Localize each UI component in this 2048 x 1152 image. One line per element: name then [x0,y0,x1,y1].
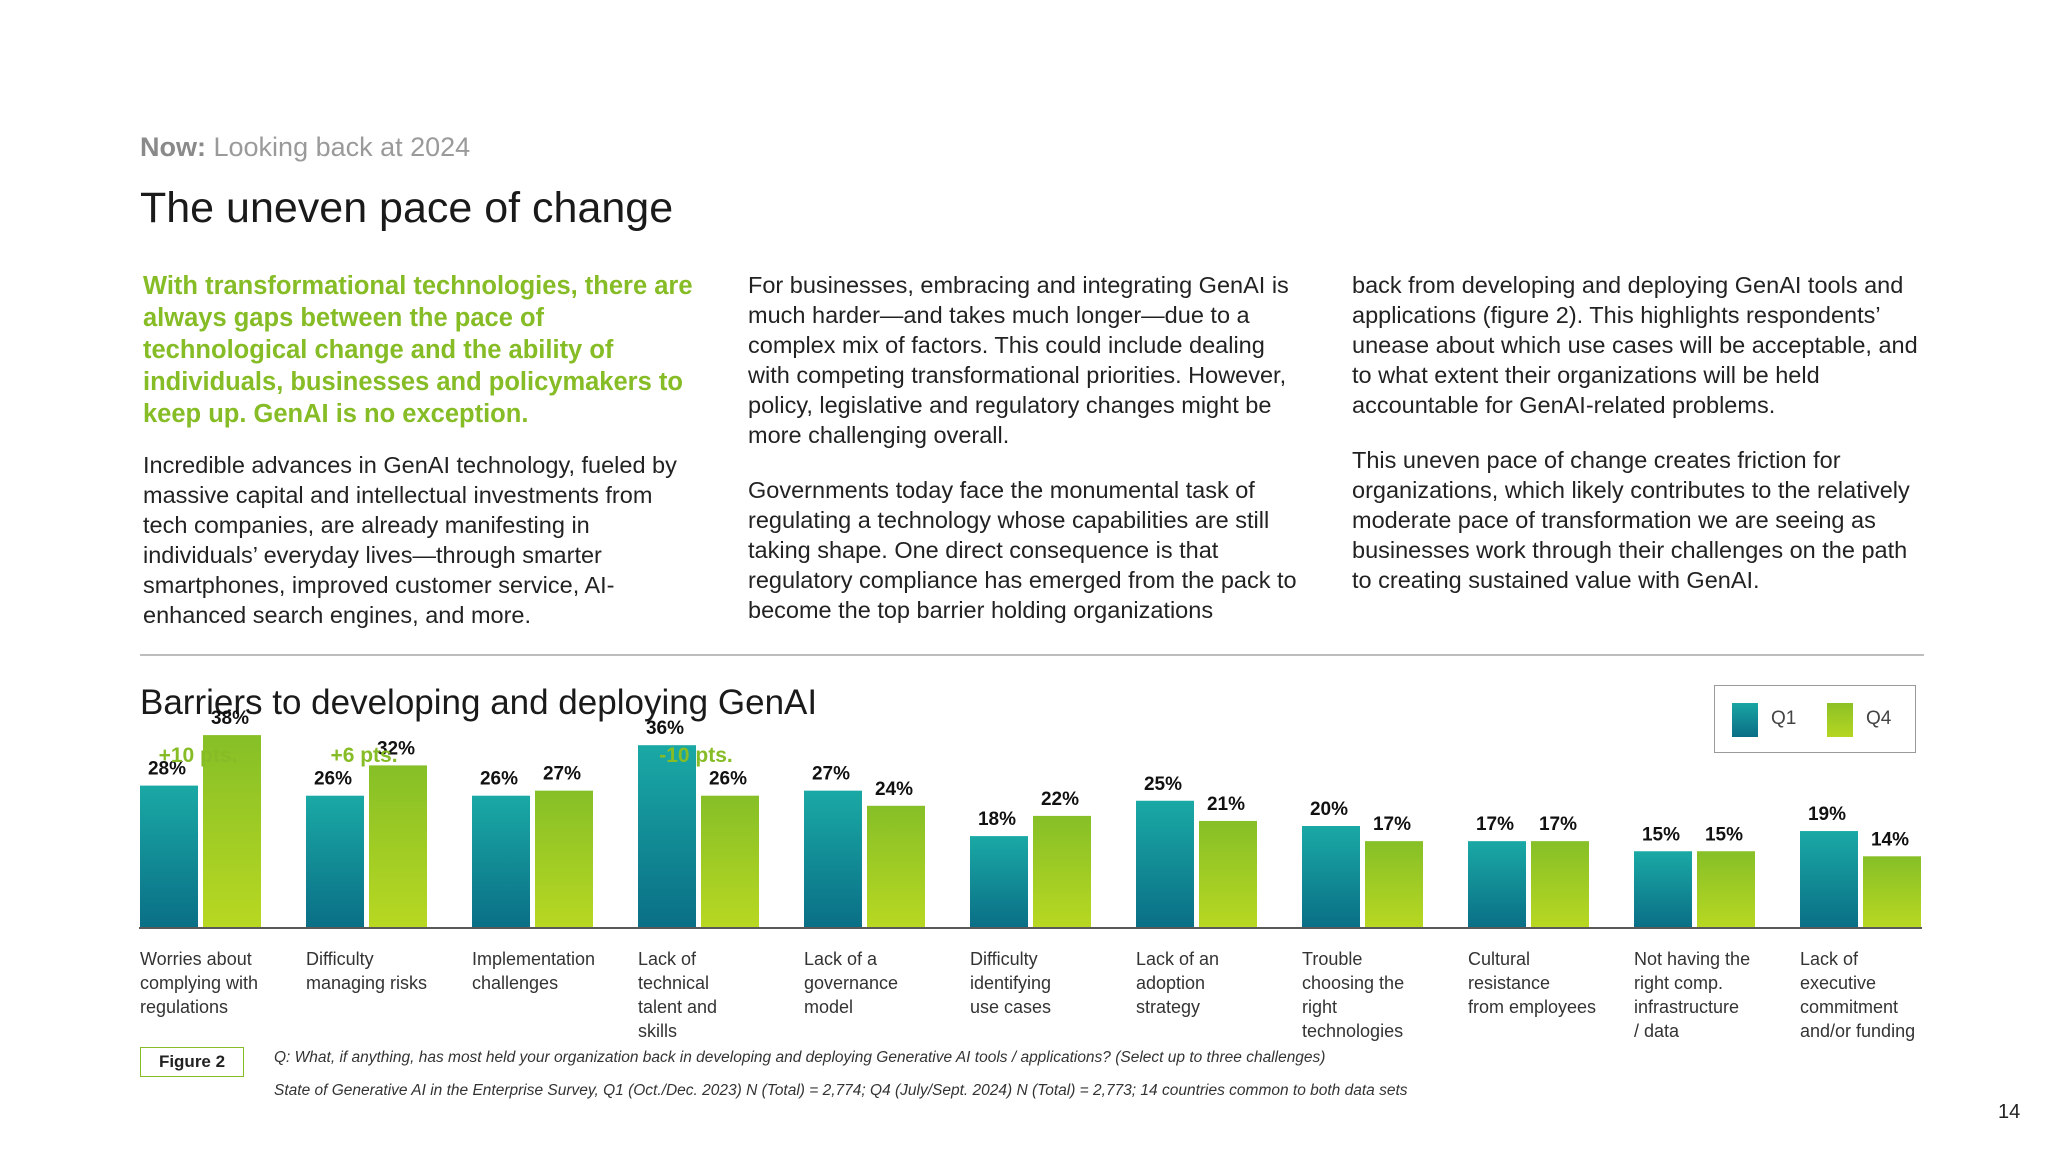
page-title: The uneven pace of change [140,184,674,232]
value-label-q1-7: 20% [1310,799,1348,820]
bar-q4-1 [369,765,427,927]
value-label-q4-3: 26% [709,769,747,790]
kicker-text: Looking back at 2024 [213,132,471,162]
chart-legend: Q1 Q4 [1714,685,1916,753]
change-label-0: +10 pts. [159,744,238,767]
bar-q1-3 [638,745,696,927]
bar-q4-5 [1033,815,1091,927]
category-label-3: Lack of technical talent and skills [638,949,717,1041]
value-label-q1-6: 25% [1144,774,1182,795]
bar-q1-4 [804,790,862,927]
value-label-q4-9: 15% [1705,824,1743,845]
legend-swatch-q4 [1827,703,1853,737]
paragraph-5: This uneven pace of change creates frict… [1352,447,1910,593]
category-label-10: Lack of executive commitment and/or funding [1800,949,1915,1041]
bar-chart: 28% 38% +10 pts. Worries about complying wit… [139,708,1922,1041]
paragraph-2: For businesses, embracing and integratin… [748,272,1289,448]
bar-q4-6 [1199,820,1257,927]
value-label-q1-9: 15% [1642,824,1680,845]
category-label-1: Difficulty managing risks [306,949,427,993]
legend-label-q4: Q4 [1866,708,1892,729]
value-label-q1-8: 17% [1476,814,1514,835]
category-label-6: Lack of an adoption strategy [1136,949,1219,1017]
value-label-q1-0: 28% [148,759,186,780]
category-label-9: Not having the right comp. infrastructure /… [1634,949,1750,1041]
bar-q1-1 [306,795,364,927]
bar-q4-10 [1863,856,1921,927]
category-label-7: Trouble choosing the right technologies [1302,949,1404,1041]
bar-q1-10 [1800,831,1858,927]
bar-q1-9 [1634,851,1692,927]
category-label-2: Implementation challenges [472,949,595,993]
value-label-q4-2: 27% [543,764,581,785]
category-label-8: Cultural resistance from employees [1468,949,1596,1017]
value-label-q4-6: 21% [1207,794,1245,815]
value-label-q4-5: 22% [1041,789,1079,810]
chart-title: Barriers to developing and deploying Gen… [140,683,818,722]
figure-label: Figure 2 [140,1047,244,1077]
value-label-q1-3: 36% [646,718,684,739]
value-label-q1-2: 26% [480,769,518,790]
value-label-q4-10: 14% [1871,829,1909,850]
bar-q4-3 [701,795,759,927]
bar-q4-9 [1697,851,1755,927]
survey-question: Q: What, if anything, has most held your… [274,1049,1326,1066]
bar-q4-0 [203,735,261,927]
lead-paragraph: With transformational technologies, ther… [143,272,693,428]
value-label-q4-7: 17% [1373,814,1411,835]
page-number: 14 [1998,1101,2021,1123]
value-label-q4-4: 24% [875,779,913,800]
bar-q1-5 [970,836,1028,927]
bar-q1-6 [1136,800,1194,927]
legend-label-q1: Q1 [1771,708,1797,729]
value-label-q4-1: 32% [377,738,415,759]
category-label-5: Difficulty identifying use cases [970,949,1051,1017]
category-label-0: Worries about complying with regulations [140,949,258,1017]
change-label-3: -10 pts. [659,744,733,767]
bar-q4-4 [867,805,925,927]
text-column-1: With transformational technologies, ther… [143,270,703,655]
bar-q1-0 [140,785,198,927]
value-label-q1-5: 18% [978,809,1016,830]
paragraph-4: back from developing and deploying GenAI… [1352,272,1918,418]
text-column-3: back from developing and deploying GenAI… [1352,270,1922,620]
section-divider [140,654,1924,656]
bar-q4-8 [1531,841,1589,927]
bar-q4-2 [535,790,593,927]
section-kicker: Now: Looking back at 2024 [140,132,470,163]
value-label-q4-0: 38% [211,708,249,729]
paragraph-1: Incredible advances in GenAI technology,… [143,452,677,628]
text-column-2: For businesses, embracing and integratin… [748,270,1308,650]
value-label-q1-1: 26% [314,769,352,790]
value-label-q1-4: 27% [812,764,850,785]
bar-q4-7 [1365,841,1423,927]
value-label-q1-10: 19% [1808,804,1846,825]
bar-q1-2 [472,795,530,927]
legend-swatch-q1 [1732,703,1758,737]
bar-q1-7 [1302,826,1360,927]
category-label-4: Lack of a governance model [804,949,898,1017]
kicker-bold: Now: [140,132,206,162]
paragraph-3: Governments today face the monumental ta… [748,477,1297,623]
value-label-q4-8: 17% [1539,814,1577,835]
change-label-1: +6 pts. [330,744,397,767]
survey-source: State of Generative AI in the Enterprise… [274,1082,1408,1099]
bar-q1-8 [1468,841,1526,927]
